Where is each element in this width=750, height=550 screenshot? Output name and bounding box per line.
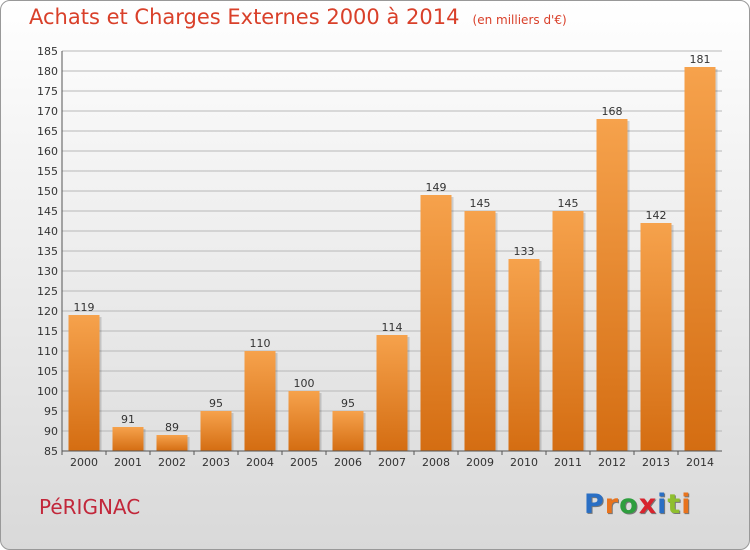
bar-value-label: 91 [121, 413, 135, 426]
y-tick-label: 170 [37, 105, 58, 118]
title-row: Achats et Charges Externes 2000 à 2014 (… [29, 5, 567, 29]
y-tick-label: 120 [37, 305, 58, 318]
bar-value-label: 119 [74, 301, 95, 314]
bar [552, 211, 584, 451]
y-tick-label: 155 [37, 165, 58, 178]
bar [156, 435, 188, 451]
y-tick-label: 140 [37, 225, 58, 238]
y-tick-label: 135 [37, 245, 58, 258]
commune-name: PéRIGNAC [39, 495, 141, 519]
x-tick-label: 2006 [334, 456, 362, 469]
bar [376, 335, 408, 451]
bar [420, 195, 452, 451]
x-tick-label: 2005 [290, 456, 318, 469]
y-tick-label: 110 [37, 345, 58, 358]
x-tick-label: 2007 [378, 456, 406, 469]
x-tick-label: 2004 [246, 456, 274, 469]
bar [200, 411, 232, 451]
y-tick-label: 115 [37, 325, 58, 338]
bar [288, 391, 320, 451]
bar-value-label: 145 [558, 197, 579, 210]
y-tick-label: 125 [37, 285, 58, 298]
y-tick-label: 160 [37, 145, 58, 158]
bar [640, 223, 672, 451]
x-tick-label: 2001 [114, 456, 142, 469]
logo-letter: o [619, 489, 639, 520]
bar-value-label: 95 [209, 397, 223, 410]
bar [68, 315, 100, 451]
bar [684, 67, 716, 451]
x-tick-label: 2012 [598, 456, 626, 469]
y-tick-label: 180 [37, 65, 58, 78]
x-tick-label: 2000 [70, 456, 98, 469]
bars: 119 91 89 95 110 100 95 114 149 145 133 145 168 142 18… [68, 53, 718, 451]
x-tick-label: 2010 [510, 456, 538, 469]
logo-letter: t [667, 489, 682, 520]
bar-value-label: 89 [165, 421, 179, 434]
bar-value-label: 110 [250, 337, 271, 350]
bar [332, 411, 364, 451]
bar [244, 351, 276, 451]
logo-letter: x [638, 489, 658, 520]
bar [464, 211, 496, 451]
y-tick-label: 165 [37, 125, 58, 138]
bar [508, 259, 540, 451]
logo-letter: P [584, 489, 605, 520]
bar-value-label: 95 [341, 397, 355, 410]
axes: 85 90 95 100 105 110 115 120 125 130 135 140 145 150 1… [37, 45, 722, 469]
y-tick-label: 175 [37, 85, 58, 98]
bar-value-label: 149 [426, 181, 447, 194]
logo-letter: i [681, 489, 692, 520]
x-tick-label: 2011 [554, 456, 582, 469]
proxiti-logo: Proxiti [584, 489, 692, 520]
y-tick-label: 185 [37, 45, 58, 58]
bar-value-label: 133 [514, 245, 535, 258]
bar-value-label: 114 [382, 321, 403, 334]
logo-letter: i [657, 489, 668, 520]
bar-value-label: 168 [602, 105, 623, 118]
y-tick-label: 145 [37, 205, 58, 218]
x-tick-label: 2014 [686, 456, 714, 469]
bar-value-label: 100 [294, 377, 315, 390]
bar-value-label: 142 [646, 209, 667, 222]
y-tick-label: 95 [44, 405, 58, 418]
bar-value-label: 145 [470, 197, 491, 210]
x-tick-label: 2002 [158, 456, 186, 469]
x-tick-label: 2008 [422, 456, 450, 469]
y-tick-label: 90 [44, 425, 58, 438]
y-tick-label: 105 [37, 365, 58, 378]
x-tick-label: 2013 [642, 456, 670, 469]
bar [596, 119, 628, 451]
bar-value-label: 181 [690, 53, 711, 66]
y-tick-label: 130 [37, 265, 58, 278]
y-tick-label: 150 [37, 185, 58, 198]
bar [112, 427, 144, 451]
y-tick-label: 100 [37, 385, 58, 398]
x-tick-label: 2003 [202, 456, 230, 469]
chart-title: Achats et Charges Externes 2000 à 2014 [29, 5, 460, 29]
y-tick-label: 85 [44, 445, 58, 458]
logo-letter: r [604, 489, 620, 520]
x-tick-label: 2009 [466, 456, 494, 469]
chart-subtitle: (en milliers d'€) [472, 13, 567, 27]
